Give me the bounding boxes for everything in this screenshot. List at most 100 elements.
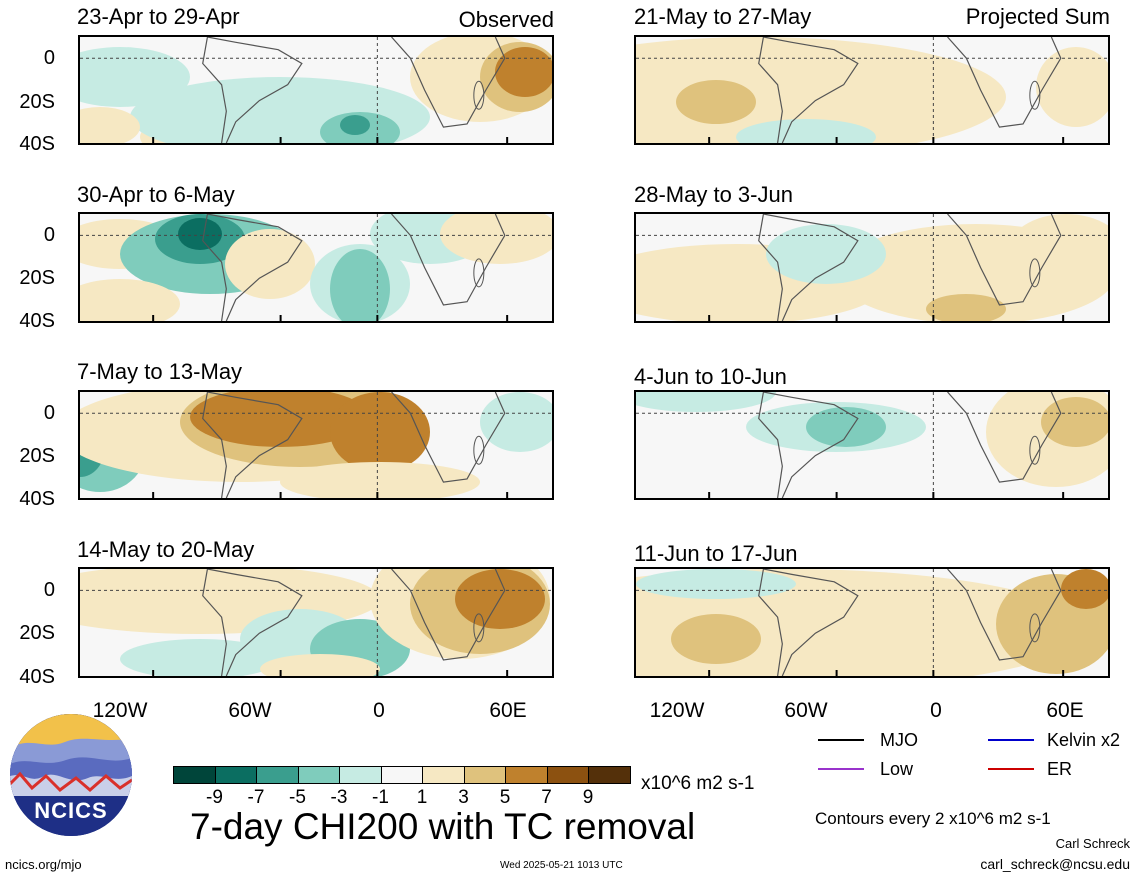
anomaly-field (636, 392, 1108, 498)
anomaly-field (80, 214, 552, 321)
madagascar-outline (1029, 435, 1041, 465)
colorbar-swatch (422, 766, 465, 784)
panel-title: 23-Apr to 29-Apr (77, 4, 240, 29)
anomaly-contour (636, 392, 776, 412)
panel-title: 30-Apr to 6-May (77, 182, 235, 207)
anomaly-contour (280, 462, 480, 498)
y-tick-label: 20S (19, 445, 55, 467)
anomaly-contour (178, 218, 222, 250)
legend-label: Kelvin x2 (1047, 730, 1121, 750)
x-tick-label: 60W (228, 699, 272, 722)
ncics-logo[interactable]: NCICS (10, 714, 132, 836)
map-panel (634, 212, 1110, 323)
south-america-outline (758, 214, 859, 321)
anomaly-contour (330, 392, 430, 472)
south-america-outline (202, 214, 303, 321)
y-tick-label: 20S (19, 91, 55, 113)
colorbar-swatch (339, 766, 382, 784)
colorbar-label: -7 (247, 787, 265, 808)
projected-tag: Projected Sum (965, 4, 1110, 29)
anomaly-contour (80, 107, 140, 143)
map-panel (78, 212, 554, 323)
x-tick-label: 0 (930, 699, 942, 722)
anomaly-contour (190, 392, 370, 447)
legend-line-er (988, 768, 1034, 770)
africa-outline (391, 37, 506, 128)
africa-outline (947, 214, 1062, 306)
anomaly-field (80, 569, 552, 676)
madagascar-outline (1029, 258, 1041, 288)
observed-tag: Observed (458, 7, 554, 32)
author-email[interactable]: carl_schreck@ncsu.edu (980, 856, 1130, 872)
map-panel (78, 35, 554, 145)
anomaly-contour (636, 569, 796, 599)
y-tick-label: 20S (19, 622, 55, 644)
colorbar-swatch (463, 766, 506, 784)
anomaly-contour (495, 47, 552, 97)
madagascar-outline (473, 258, 485, 288)
colorbar-units: x10^6 m2 s-1 (641, 773, 755, 794)
africa-outline (947, 37, 1062, 128)
anomaly-contour (806, 407, 886, 447)
colorbar-swatch (173, 766, 216, 784)
anomaly-contour (225, 229, 315, 299)
x-tick-label: 120W (92, 699, 148, 722)
panel-title: 7-May to 13-May (77, 359, 243, 384)
y-tick-label: 20S (19, 267, 55, 289)
colorbar-label: -5 (289, 787, 306, 808)
colorbar-label: 3 (458, 787, 469, 808)
panel-title: 28-May to 3-Jun (634, 182, 793, 207)
y-tick-label: 40S (19, 133, 55, 155)
timestamp: Wed 2025-05-21 1013 UTC (500, 860, 623, 871)
legend-label: Low (880, 759, 914, 779)
x-tick-label: 60E (1046, 699, 1084, 722)
south-america-outline (202, 392, 303, 498)
south-america-outline (202, 569, 303, 676)
y-tick-label: 40S (19, 310, 55, 332)
anomaly-contour (480, 392, 552, 452)
madagascar-outline (473, 80, 485, 110)
panel-title: 4-Jun to 10-Jun (634, 364, 787, 389)
colorbar-swatch (297, 766, 340, 784)
anomaly-field (80, 37, 552, 143)
anomaly-contour (766, 224, 886, 284)
anomaly-contour (676, 80, 756, 124)
south-america-outline (202, 37, 303, 143)
colorbar-label: 7 (541, 787, 552, 808)
south-america-outline (758, 569, 859, 676)
anomaly-contour (340, 115, 370, 135)
anomaly-contour (1006, 214, 1108, 294)
south-america-outline (758, 37, 859, 143)
anomaly-contour (80, 279, 180, 321)
legend-line-kelvin (988, 739, 1034, 741)
contour-note: Contours every 2 x10^6 m2 s-1 (815, 809, 1051, 828)
madagascar-outline (1029, 80, 1041, 110)
website-link[interactable]: ncics.org/mjo (5, 857, 82, 872)
x-tick-label: 60W (784, 699, 828, 722)
colorbar-swatch (214, 766, 257, 784)
y-tick-label: 0 (43, 579, 55, 601)
chart-title: 7-day CHI200 with TC removal (190, 806, 696, 847)
logo-graphic (10, 714, 132, 836)
anomaly-contour (80, 47, 190, 107)
colorbar-label: 9 (582, 787, 594, 808)
anomaly-contour (120, 639, 280, 676)
colorbar-swatch (546, 766, 589, 784)
logo-text: NCICS (34, 798, 108, 823)
africa-outline (391, 214, 506, 306)
africa-outline (947, 392, 1062, 483)
y-tick-label: 0 (43, 224, 55, 246)
colorbar-swatch (256, 766, 299, 784)
anomaly-field (636, 37, 1108, 143)
anomaly-field (80, 392, 552, 498)
y-tick-label: 40S (19, 666, 55, 688)
legend-line-mjo (818, 739, 864, 741)
panel-title: 21-May to 27-May (634, 4, 812, 29)
anomaly-field (636, 569, 1108, 676)
colorbar-label: 1 (416, 787, 428, 808)
africa-outline (391, 392, 506, 483)
legend-line-low (818, 768, 864, 770)
map-panel (78, 567, 554, 678)
map-panel (78, 390, 554, 500)
x-tick-label: 120W (649, 699, 705, 722)
